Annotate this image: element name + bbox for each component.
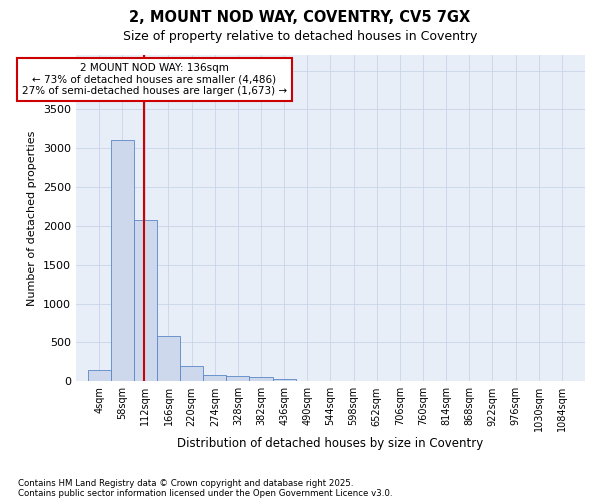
Bar xyxy=(272,379,296,382)
Text: 2, MOUNT NOD WAY, COVENTRY, CV5 7GX: 2, MOUNT NOD WAY, COVENTRY, CV5 7GX xyxy=(130,10,470,25)
Text: 2 MOUNT NOD WAY: 136sqm
← 73% of detached houses are smaller (4,486)
27% of semi: 2 MOUNT NOD WAY: 136sqm ← 73% of detache… xyxy=(22,63,287,96)
Bar xyxy=(88,370,110,382)
Bar xyxy=(250,378,272,382)
Bar xyxy=(203,375,226,382)
Bar xyxy=(157,336,180,382)
Y-axis label: Number of detached properties: Number of detached properties xyxy=(28,130,37,306)
Bar xyxy=(180,366,203,382)
Text: Contains HM Land Registry data © Crown copyright and database right 2025.: Contains HM Land Registry data © Crown c… xyxy=(18,478,353,488)
Text: Contains public sector information licensed under the Open Government Licence v3: Contains public sector information licen… xyxy=(18,488,392,498)
X-axis label: Distribution of detached houses by size in Coventry: Distribution of detached houses by size … xyxy=(178,437,484,450)
Bar xyxy=(134,220,157,382)
Text: Size of property relative to detached houses in Coventry: Size of property relative to detached ho… xyxy=(123,30,477,43)
Bar xyxy=(226,376,250,382)
Bar xyxy=(110,140,134,382)
